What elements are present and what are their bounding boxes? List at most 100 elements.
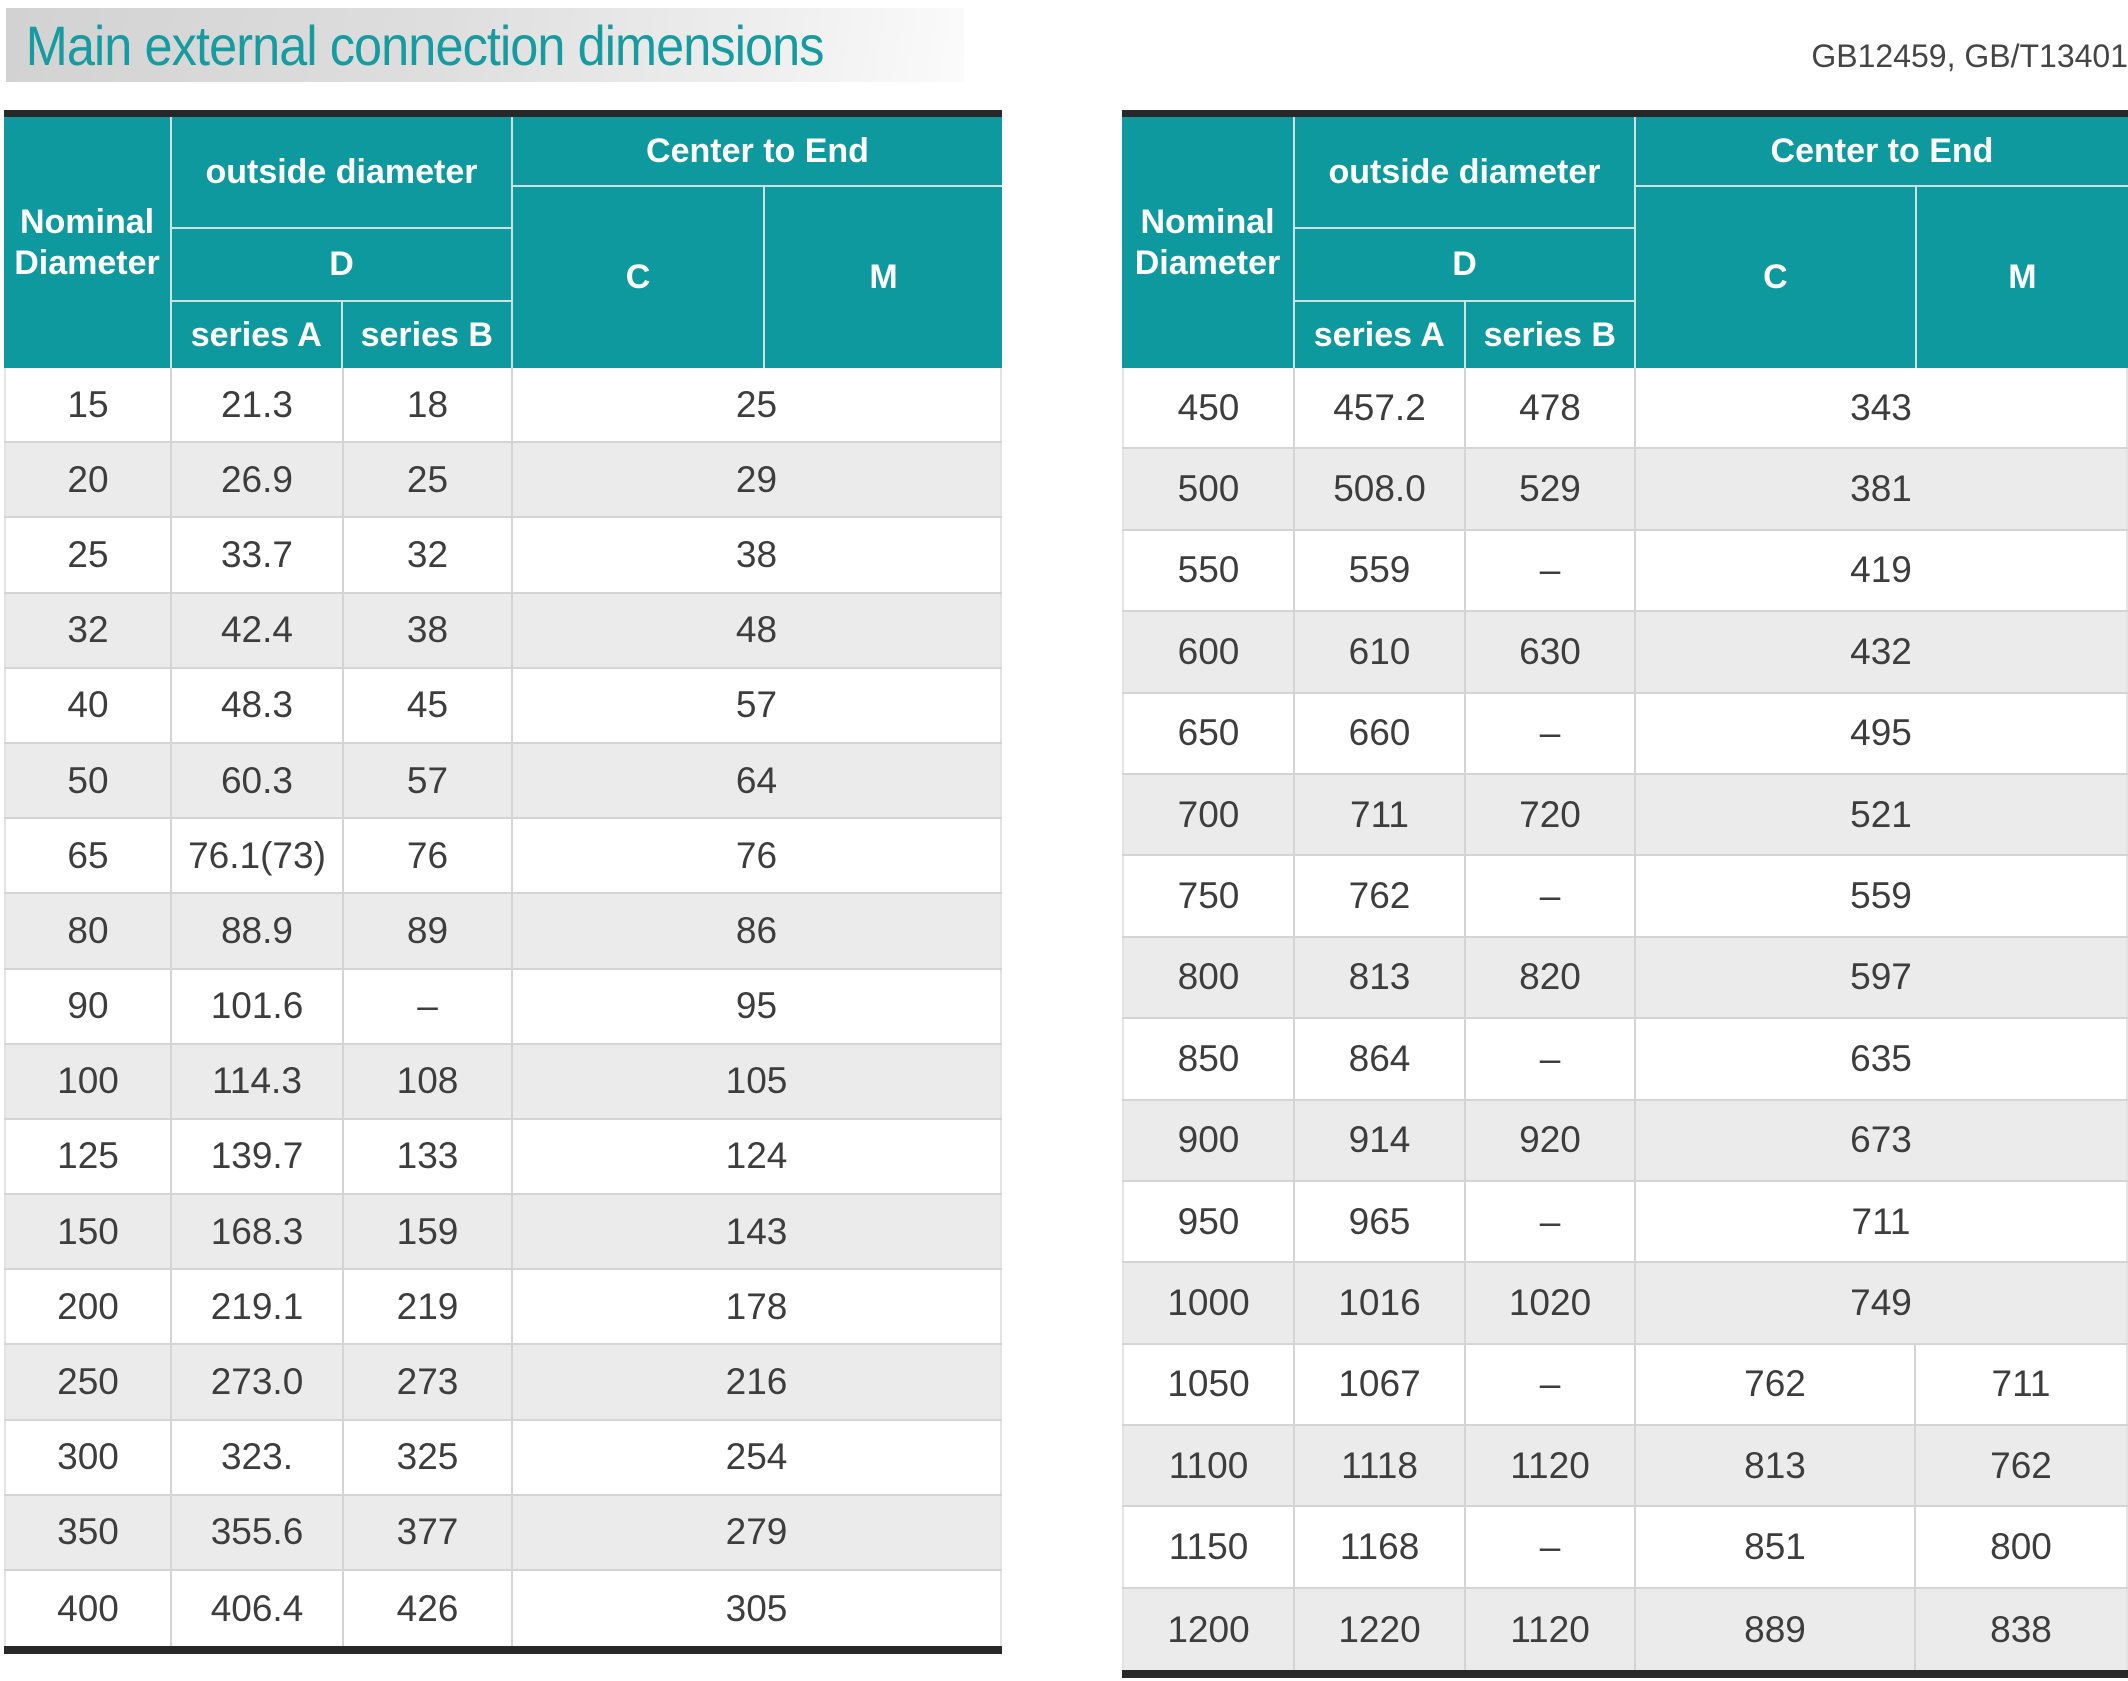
title-band: Main external connection dimensions — [6, 8, 964, 82]
cell-center-to-end: 559 — [1634, 856, 2128, 936]
cell-center-to-end: 521 — [1634, 774, 2128, 855]
cell-center-to-end: 749 — [1634, 1263, 2128, 1343]
cell-series-b: 529 — [1464, 449, 1634, 529]
cell-center-to-end: 279 — [511, 1495, 1002, 1569]
cell-center-to-end: 105 — [511, 1044, 1002, 1118]
cell-series-a: 1168 — [1293, 1507, 1464, 1587]
cell-nominal-diameter: 850 — [1122, 1019, 1293, 1099]
cell-series-b: 133 — [342, 1119, 511, 1194]
cell-series-b: 1020 — [1464, 1263, 1634, 1343]
standards-reference: GB12459, GB/T13401 — [1811, 38, 2128, 74]
table-header: Nominal Diameter outside diameter D seri… — [1122, 117, 2128, 368]
cell-series-a: 914 — [1293, 1100, 1464, 1180]
cell-nominal-diameter: 125 — [4, 1119, 170, 1194]
cell-nominal-diameter: 1100 — [1122, 1426, 1293, 1506]
cell-nominal-diameter: 80 — [4, 894, 170, 968]
cell-nominal-diameter: 350 — [4, 1495, 170, 1569]
header-outside-diameter-group: outside diameter D series A series B — [1293, 117, 1634, 368]
table-row: 1100 1118 1120 813 762 — [1122, 1426, 2128, 1508]
cell-series-a: 762 — [1293, 856, 1464, 936]
cell-nominal-diameter: 90 — [4, 969, 170, 1043]
cell-series-a: 48.3 — [170, 668, 342, 742]
cell-center-to-end: 86 — [511, 894, 1002, 968]
page-title: Main external connection dimensions — [25, 13, 825, 77]
dimensions-table-left: Nominal Diameter outside diameter D seri… — [4, 110, 1002, 1655]
cell-series-b: 1120 — [1464, 1426, 1634, 1506]
cell-series-b: 38 — [342, 593, 511, 667]
cell-center-to-end: 432 — [1634, 612, 2128, 692]
table-row: 700 711 720 521 — [1122, 774, 2128, 857]
table-row: 80 88.9 89 86 — [4, 894, 1002, 970]
cell-center-to-end: 38 — [511, 518, 1002, 592]
cell-nominal-diameter: 400 — [4, 1571, 170, 1647]
cell-series-b: 273 — [342, 1345, 511, 1419]
cell-c: 762 — [1634, 1344, 1914, 1425]
cell-m: 711 — [1914, 1344, 2128, 1425]
cell-series-b: – — [1464, 1019, 1634, 1099]
cell-series-b: – — [1464, 530, 1634, 611]
header-center-to-end: Center to End — [646, 131, 869, 170]
header-cm-row: C M — [1636, 185, 2128, 368]
table-row: 550 559–419 — [1122, 530, 2128, 613]
table-row: 750 762–559 — [1122, 856, 2128, 938]
cell-center-to-end: 64 — [511, 743, 1002, 818]
cell-series-a: 168.3 — [170, 1195, 342, 1269]
cell-nominal-diameter: 200 — [4, 1270, 170, 1344]
cell-nominal-diameter: 800 — [1122, 937, 1293, 1018]
cell-series-b: 820 — [1464, 937, 1634, 1018]
cell-center-to-end: 178 — [511, 1270, 1002, 1344]
header-c: C — [1763, 258, 1788, 296]
header-m: M — [762, 187, 1002, 368]
cell-series-a: 139.7 — [170, 1119, 342, 1194]
cell-series-a: 965 — [1293, 1181, 1464, 1262]
cell-series-b: 426 — [342, 1571, 511, 1647]
cell-series-a: 42.4 — [170, 593, 342, 667]
cell-series-a: 60.3 — [170, 743, 342, 818]
cell-series-b: – — [1464, 1507, 1634, 1587]
header-d: D — [172, 227, 511, 300]
table-row: 900 914 920 673 — [1122, 1100, 2128, 1182]
cell-center-to-end: 711 — [1634, 1181, 2128, 1262]
cell-m: 762 — [1914, 1426, 2128, 1506]
cell-nominal-diameter: 950 — [1122, 1181, 1293, 1262]
cell-center-to-end: 305 — [511, 1571, 1002, 1647]
table-row: 20 26.9 25 29 — [4, 443, 1002, 519]
cell-nominal-diameter: 250 — [4, 1345, 170, 1419]
cell-series-a: 406.4 — [170, 1571, 342, 1647]
cell-center-to-end: 673 — [1634, 1100, 2128, 1180]
table-row: 400 406.4 426 305 — [4, 1571, 1002, 1647]
table-header: Nominal Diameter outside diameter D seri… — [4, 117, 1002, 368]
cell-series-a: 219.1 — [170, 1270, 342, 1344]
cell-series-b: 920 — [1464, 1100, 1634, 1180]
cell-series-a: 323. — [170, 1420, 342, 1494]
cell-series-a: 21.3 — [170, 368, 342, 442]
header-nominal-diameter: Nominal Diameter — [14, 202, 160, 282]
header-series-row: series A series B — [172, 300, 511, 368]
cell-c: 889 — [1634, 1588, 1914, 1671]
table-row: 1200 1220 1120 889 838 — [1122, 1588, 2128, 1671]
table-row: 500 508.0 529 381 — [1122, 449, 2128, 531]
cell-series-b: 1120 — [1464, 1588, 1634, 1671]
cell-center-to-end: 343 — [1634, 368, 2128, 448]
cell-nominal-diameter: 1200 — [1122, 1588, 1293, 1671]
cell-series-b: – — [1464, 856, 1634, 936]
table-top-bar — [1122, 110, 2128, 117]
header-d: D — [1295, 227, 1634, 300]
table-row: 65 76.1(73) 76 76 — [4, 819, 1002, 895]
cell-center-to-end: 254 — [511, 1420, 1002, 1494]
cell-nominal-diameter: 300 — [4, 1420, 170, 1494]
cell-series-a: 813 — [1293, 937, 1464, 1018]
cell-nominal-diameter: 100 — [4, 1044, 170, 1118]
cell-nominal-diameter: 50 — [4, 743, 170, 818]
header-outside-diameter: outside diameter — [205, 152, 478, 191]
header-m: M — [1914, 187, 2128, 368]
cell-series-b: 76 — [342, 819, 511, 893]
table-row: 90 101.6–95 — [4, 969, 1002, 1045]
table-row: 600 610 630 432 — [1122, 612, 2128, 694]
cell-c: 851 — [1634, 1507, 1914, 1587]
cell-series-a: 457.2 — [1293, 368, 1464, 448]
header-outside-diameter-group: outside diameter D series A series B — [170, 117, 511, 368]
cell-center-to-end: 95 — [511, 969, 1002, 1043]
cell-nominal-diameter: 900 — [1122, 1100, 1293, 1180]
